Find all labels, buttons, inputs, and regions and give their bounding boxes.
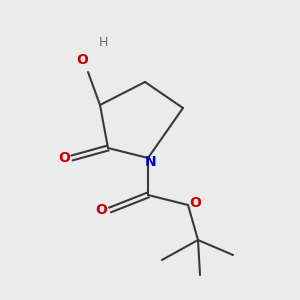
Text: O: O	[58, 151, 70, 165]
Text: O: O	[95, 203, 107, 217]
Text: O: O	[189, 196, 201, 210]
Text: N: N	[145, 155, 157, 169]
Text: H: H	[98, 35, 108, 49]
Text: O: O	[76, 53, 88, 67]
